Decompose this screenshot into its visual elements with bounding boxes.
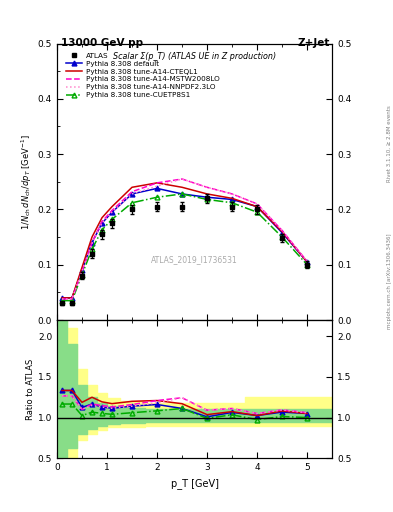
Text: mcplots.cern.ch [arXiv:1306.3436]: mcplots.cern.ch [arXiv:1306.3436] — [387, 234, 392, 329]
Y-axis label: Ratio to ATLAS: Ratio to ATLAS — [26, 358, 35, 420]
X-axis label: p_T [GeV]: p_T [GeV] — [171, 478, 219, 488]
Legend: ATLAS, Pythia 8.308 default, Pythia 8.308 tune-A14-CTEQL1, Pythia 8.308 tune-A14: ATLAS, Pythia 8.308 default, Pythia 8.30… — [63, 50, 222, 101]
Text: Z+Jet: Z+Jet — [298, 38, 330, 49]
Y-axis label: $1/N_\mathrm{ch}\,dN_\mathrm{ch}/dp_T$ [GeV$^{-1}$]: $1/N_\mathrm{ch}\,dN_\mathrm{ch}/dp_T$ [… — [19, 134, 33, 230]
Text: ATLAS_2019_I1736531: ATLAS_2019_I1736531 — [151, 254, 238, 264]
Text: 13000 GeV pp: 13000 GeV pp — [61, 38, 143, 49]
Text: Scalar Σ(p_T) (ATLAS UE in Z production): Scalar Σ(p_T) (ATLAS UE in Z production) — [113, 52, 276, 61]
Text: Rivet 3.1.10, ≥ 2.8M events: Rivet 3.1.10, ≥ 2.8M events — [387, 105, 392, 182]
